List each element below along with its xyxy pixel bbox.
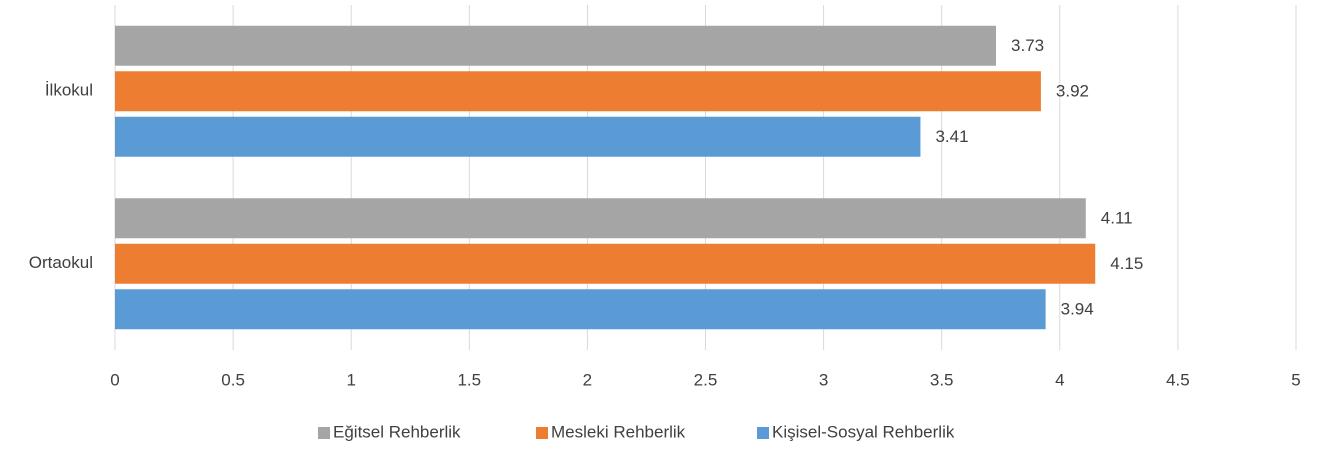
data-label: 3.94 — [1061, 300, 1094, 319]
bar — [115, 198, 1086, 239]
legend-swatch — [536, 427, 548, 439]
x-tick-label: 1.5 — [457, 370, 481, 389]
x-tick-label: 0.5 — [221, 370, 245, 389]
x-tick-label: 3.5 — [930, 370, 954, 389]
legend-swatch — [757, 427, 769, 439]
x-tick-label: 5 — [1291, 370, 1300, 389]
x-tick-label: 2.5 — [694, 370, 718, 389]
bar — [115, 25, 997, 66]
x-tick-label: 4 — [1055, 370, 1064, 389]
legend-label: Eğitsel Rehberlik — [333, 422, 461, 441]
x-tick-label: 4.5 — [1166, 370, 1190, 389]
data-label: 3.41 — [935, 127, 968, 146]
x-tick-label: 0 — [110, 370, 119, 389]
bar — [115, 243, 1096, 284]
bar — [115, 116, 921, 157]
y-tick-label: Ortaokul — [29, 253, 93, 272]
data-label: 3.92 — [1056, 82, 1089, 101]
data-label: 4.15 — [1110, 254, 1143, 273]
legend-label: Kişisel-Sosyal Rehberlik — [772, 422, 955, 441]
x-tick-label: 3 — [819, 370, 828, 389]
legend-label: Mesleki Rehberlik — [551, 422, 686, 441]
data-label: 3.73 — [1011, 36, 1044, 55]
x-tick-label: 2 — [583, 370, 592, 389]
data-label: 4.11 — [1101, 209, 1133, 228]
x-tick-label: 1 — [346, 370, 355, 389]
y-tick-label: İlkokul — [45, 81, 93, 100]
legend-swatch — [318, 427, 330, 439]
bar — [115, 289, 1046, 330]
bar — [115, 71, 1041, 112]
